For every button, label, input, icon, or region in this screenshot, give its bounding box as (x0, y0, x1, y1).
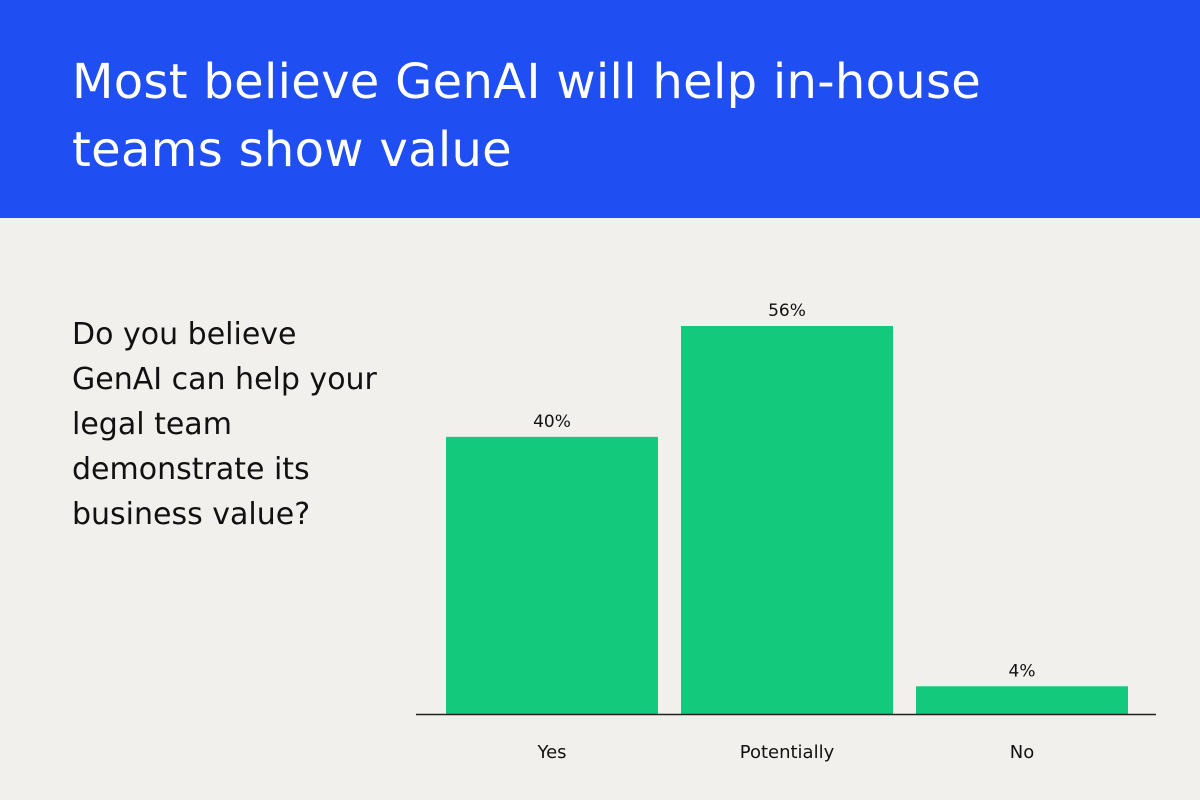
bar-group (446, 326, 1128, 714)
bar-potentially (681, 326, 893, 714)
value-label-potentially: 56% (768, 301, 806, 321)
survey-question: Do you believe GenAI can help your legal… (72, 317, 377, 532)
category-label-yes: Yes (536, 742, 566, 763)
label-group: 40% Yes 56% Potentially 4% No (533, 301, 1035, 763)
page-title: Most believe GenAI will help in-house te… (72, 54, 982, 178)
value-label-yes: 40% (533, 412, 571, 432)
category-label-potentially: Potentially (740, 742, 835, 763)
bar-yes (446, 436, 658, 714)
bar-no (916, 686, 1128, 714)
value-label-no: 4% (1009, 661, 1036, 681)
header-banner: Most believe GenAI will help in-house te… (0, 0, 1200, 218)
category-label-no: No (1010, 742, 1034, 763)
